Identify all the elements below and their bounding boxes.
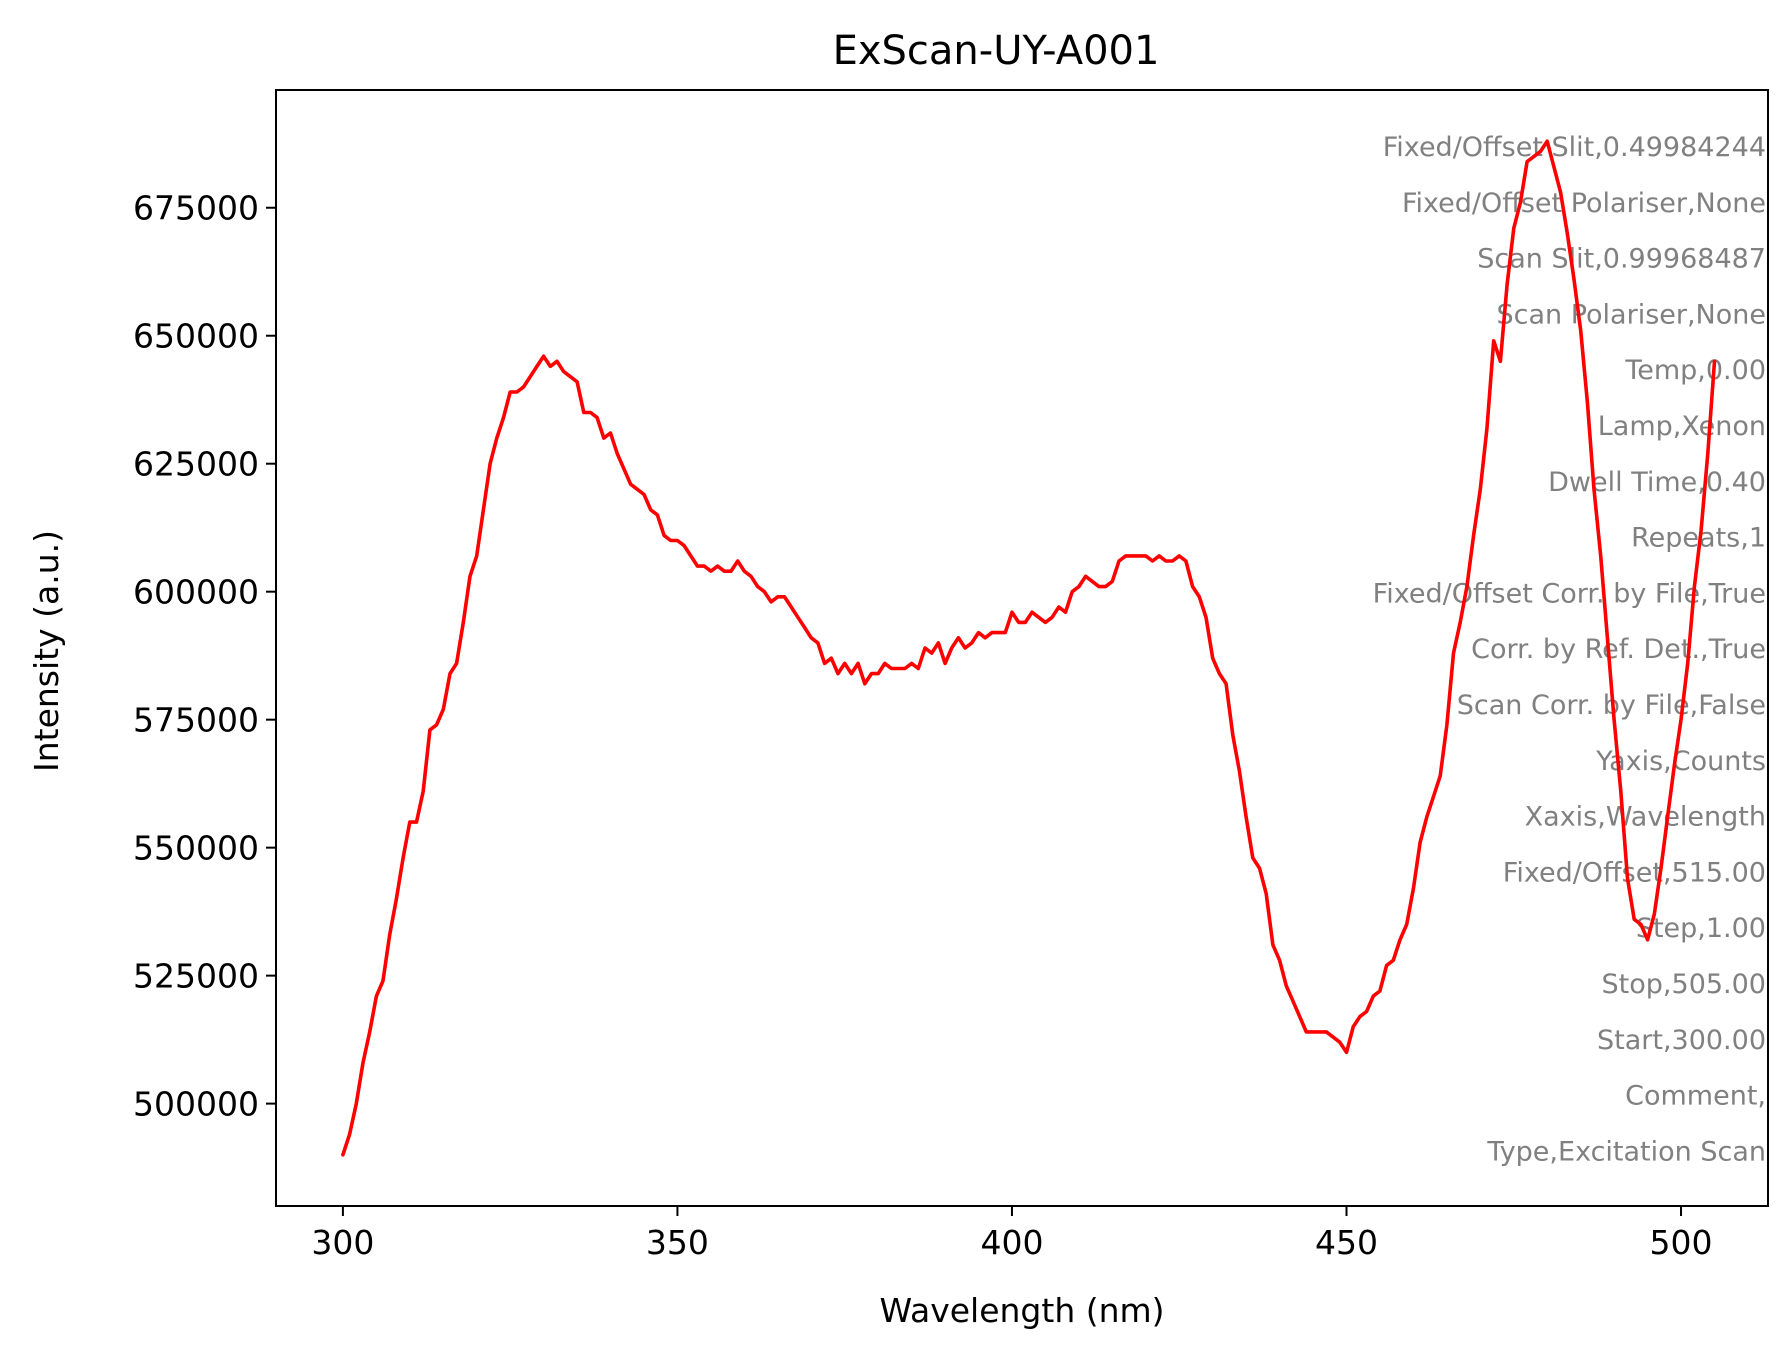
plot-frame [275,89,1769,1207]
metadata-annotation: Step,1.00 [1636,913,1766,944]
y-tick-label: 600000 [133,573,259,612]
y-tick-label: 650000 [133,317,259,356]
metadata-annotation: Stop,505.00 [1602,969,1766,1000]
metadata-annotation: Lamp,Xenon [1598,411,1766,442]
x-tick-label: 300 [311,1223,374,1262]
metadata-annotation: Comment, [1625,1081,1766,1112]
metadata-annotation: Yaxis,Counts [1595,746,1766,777]
y-axis-label: Intensity (a.u.) [27,530,66,772]
y-tick-label: 625000 [133,445,259,484]
metadata-annotation: Corr. by Ref. Det.,True [1471,634,1766,665]
x-tick-label: 350 [646,1223,709,1262]
metadata-annotation: Xaxis,Wavelength [1525,802,1766,833]
y-tick-label: 525000 [133,957,259,996]
x-tick-label: 400 [980,1223,1043,1262]
metadata-annotation: Dwell Time,0.40 [1548,467,1766,498]
metadata-annotations: Fixed/Offset Slit,0.49984244 Fixed/Offset… [1373,132,1766,1167]
metadata-annotation: Scan Slit,0.99968487 [1477,244,1766,275]
x-tick-label: 500 [1650,1223,1713,1262]
metadata-annotation: Scan Polariser,None [1496,299,1766,330]
x-tick-label: 450 [1315,1223,1378,1262]
y-tick-label: 675000 [133,189,259,228]
metadata-annotation: Fixed/Offset Slit,0.49984244 [1383,132,1766,163]
metadata-annotation: Start,300.00 [1597,1025,1766,1056]
metadata-annotation: Temp,0.00 [1624,355,1766,386]
series-line [341,139,1717,1157]
ticks: 300 350 400 450 500 500000 525000 550000 575000 6… [133,189,1713,1262]
x-axis-label: Wavelength (nm) [879,1291,1164,1330]
y-tick-label: 550000 [133,829,259,868]
y-tick-label: 575000 [133,701,259,740]
metadata-annotation: Fixed/Offset Polariser,None [1402,188,1766,219]
metadata-annotation: Type,Excitation Scan [1486,1136,1766,1167]
metadata-annotation: Fixed/Offset,515.00 [1503,857,1766,888]
y-tick-label: 500000 [133,1085,259,1124]
chart-title: ExScan-UY-A001 [833,28,1160,74]
metadata-annotation: Fixed/Offset Corr. by File,True [1373,578,1766,609]
